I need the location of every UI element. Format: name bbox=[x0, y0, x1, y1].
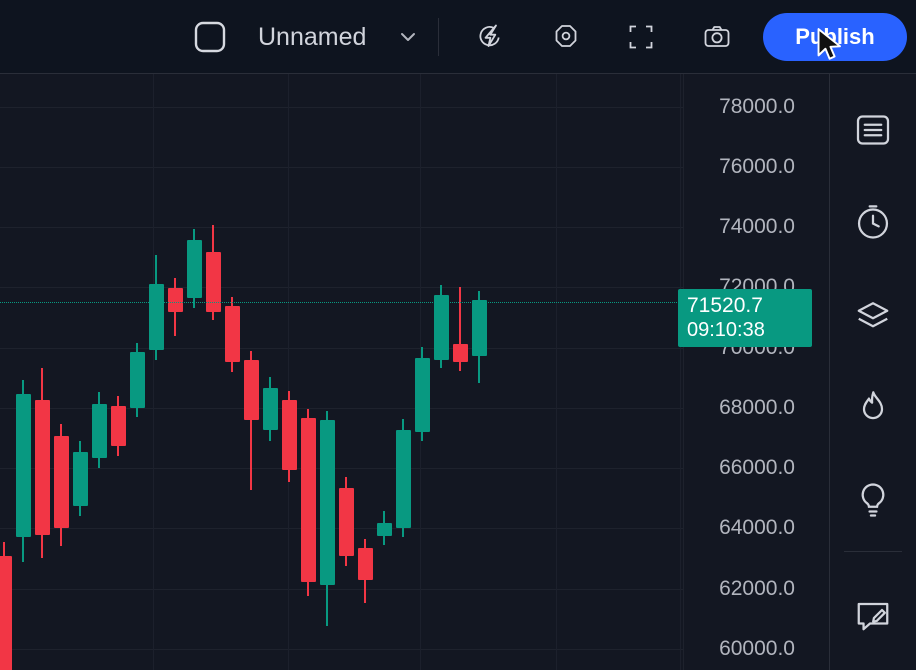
last-price-line bbox=[0, 302, 683, 303]
grid-hline bbox=[0, 107, 683, 108]
alerts-clock-icon[interactable] bbox=[850, 199, 896, 245]
candle-body bbox=[377, 523, 392, 536]
candle-body bbox=[54, 436, 69, 528]
price-tick: 64000.0 bbox=[719, 516, 795, 539]
candle-body bbox=[339, 488, 354, 556]
sidebar-divider bbox=[844, 551, 902, 552]
bar-countdown: 09:10:38 bbox=[687, 319, 765, 341]
grid-hline bbox=[0, 468, 683, 469]
candle-body bbox=[282, 400, 297, 470]
price-tick: 78000.0 bbox=[719, 95, 795, 118]
candle-body bbox=[225, 306, 240, 362]
candles-layer bbox=[0, 74, 683, 670]
price-axis[interactable]: 78000.0 76000.0 74000.0 72000.0 70000.0 68000… bbox=[0, 74, 829, 670]
price-tick: 74000.0 bbox=[719, 215, 795, 238]
last-price-countdown-label: 71520.7 09:10:38 bbox=[678, 289, 812, 347]
ideas-lightbulb-icon[interactable] bbox=[850, 476, 896, 522]
candle-body bbox=[111, 406, 126, 446]
candle-body bbox=[73, 452, 88, 506]
right-sidebar bbox=[829, 74, 916, 670]
candle-body bbox=[434, 295, 449, 360]
price-axis-border bbox=[683, 74, 684, 670]
fullscreen-icon[interactable] bbox=[619, 15, 663, 59]
publish-button[interactable]: Publish bbox=[763, 13, 907, 61]
chart-pane[interactable]: 78000.0 76000.0 74000.0 72000.0 70000.0 68000… bbox=[0, 74, 829, 670]
price-tick: 68000.0 bbox=[719, 396, 795, 419]
candle-body bbox=[263, 388, 278, 430]
grid-hline bbox=[0, 287, 683, 288]
top-toolbar: Unnamed bbox=[0, 0, 916, 74]
hotlists-flame-icon[interactable] bbox=[850, 384, 896, 430]
candle-body bbox=[472, 300, 487, 356]
candle-body bbox=[35, 400, 50, 535]
candle-body bbox=[301, 418, 316, 582]
grid-vline bbox=[153, 74, 154, 670]
price-tick: 66000.0 bbox=[719, 456, 795, 479]
candle-body bbox=[168, 288, 183, 312]
last-price-value: 71520.7 bbox=[687, 294, 763, 317]
candle-body bbox=[16, 394, 31, 537]
candle-body bbox=[187, 240, 202, 298]
snapshot-camera-icon[interactable] bbox=[695, 15, 739, 59]
candle-wick bbox=[459, 287, 461, 371]
settings-icon[interactable] bbox=[544, 15, 588, 59]
grid-vline bbox=[288, 74, 289, 670]
candle-body bbox=[415, 358, 430, 432]
candle-wick bbox=[250, 351, 252, 490]
candle-body bbox=[130, 352, 145, 408]
price-tick: 76000.0 bbox=[719, 155, 795, 178]
layers-icon[interactable] bbox=[850, 292, 896, 338]
grid-vline bbox=[556, 74, 557, 670]
candle-body bbox=[0, 556, 12, 670]
candle-body bbox=[453, 344, 468, 362]
grid-hline bbox=[0, 649, 683, 650]
quick-search-icon[interactable] bbox=[468, 15, 512, 59]
candle-body bbox=[358, 548, 373, 580]
watchlist-icon[interactable] bbox=[850, 107, 896, 153]
grid-hline bbox=[0, 408, 683, 409]
price-tick: 60000.0 bbox=[719, 637, 795, 660]
price-tick: 62000.0 bbox=[719, 577, 795, 600]
grid-hline bbox=[0, 227, 683, 228]
grid-hline bbox=[0, 348, 683, 349]
grid-hline bbox=[0, 589, 683, 590]
layout-thumbnail-icon[interactable] bbox=[190, 17, 230, 57]
layout-name[interactable]: Unnamed bbox=[258, 22, 367, 51]
toolbar-divider bbox=[438, 18, 439, 56]
candle-body bbox=[244, 360, 259, 420]
grid-vline bbox=[680, 74, 681, 670]
candle-body bbox=[92, 404, 107, 458]
chat-icon[interactable] bbox=[850, 593, 896, 639]
grid-hline bbox=[0, 167, 683, 168]
candle-body bbox=[320, 420, 335, 585]
chevron-down-icon[interactable] bbox=[398, 0, 418, 74]
candle-body bbox=[206, 252, 221, 312]
candle-body bbox=[149, 284, 164, 350]
candle-body bbox=[396, 430, 411, 528]
